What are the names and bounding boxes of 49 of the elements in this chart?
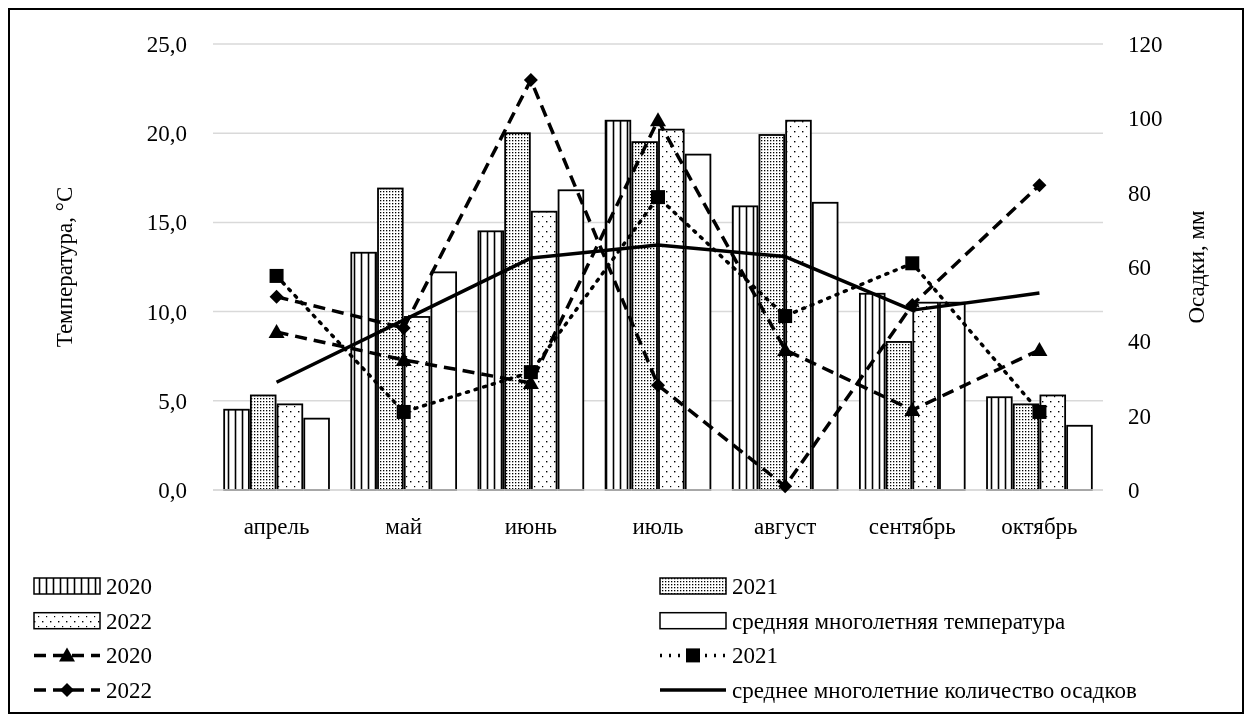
x-tick-label: сентябрь: [868, 514, 956, 539]
y-tick-label: 0,0: [158, 478, 187, 503]
y2-tick-label: 60: [1128, 255, 1151, 280]
point: [1031, 341, 1048, 356]
legend-label: 2021: [732, 643, 778, 669]
point: [1032, 404, 1047, 419]
x-tick-label: август: [754, 514, 817, 539]
y-tick-label: 15,0: [146, 210, 187, 236]
y2-tick-label: 0: [1128, 478, 1140, 503]
y2-tick-label: 120: [1128, 32, 1163, 57]
y2-tick-label: 80: [1128, 180, 1151, 206]
x-tick-label: май: [385, 514, 423, 539]
point: [1032, 178, 1047, 193]
point: [268, 324, 285, 339]
y-axis-title: Температура, °С: [52, 186, 77, 348]
point: [269, 289, 284, 304]
y-tick-label: 5,0: [158, 388, 187, 414]
x-tick-label: апрель: [243, 514, 310, 539]
point: [651, 190, 665, 205]
legend-label: 2020: [106, 574, 152, 599]
x-tick-label: октябрь: [1001, 514, 1078, 539]
point: [777, 341, 794, 356]
y2-tick-label: 20: [1128, 403, 1151, 429]
legend-label: 2020: [106, 643, 152, 669]
y-tick-label: 10,0: [146, 299, 187, 325]
x-tick-label: июнь: [504, 514, 558, 539]
y2-tick-label: 40: [1128, 329, 1151, 355]
point: [523, 73, 538, 88]
point: [651, 378, 665, 393]
y-tick-label: 25,0: [146, 32, 187, 57]
legend-label: 2022: [106, 678, 152, 704]
point: [904, 402, 921, 417]
point: [650, 112, 666, 127]
point: [905, 256, 920, 271]
x-tick-label: июль: [632, 514, 684, 539]
legend-label: среднее многолетние количество осадков: [732, 678, 1138, 704]
point: [395, 351, 412, 366]
point: [396, 320, 411, 335]
point: [396, 404, 411, 419]
y-tick-label: 20,0: [146, 121, 187, 147]
point: [523, 365, 538, 380]
y2-axis-title: Осадки, мм: [1184, 210, 1209, 324]
point: [269, 268, 284, 283]
legend-label: средняя многолетняя температура: [732, 608, 1066, 634]
y2-tick-label: 100: [1128, 106, 1163, 132]
legend-label: 2022: [106, 608, 152, 634]
point: [778, 479, 793, 494]
point: [778, 309, 793, 324]
legend-label: 2021: [732, 574, 778, 599]
